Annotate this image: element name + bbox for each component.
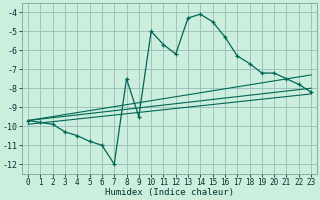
X-axis label: Humidex (Indice chaleur): Humidex (Indice chaleur) (105, 188, 234, 197)
